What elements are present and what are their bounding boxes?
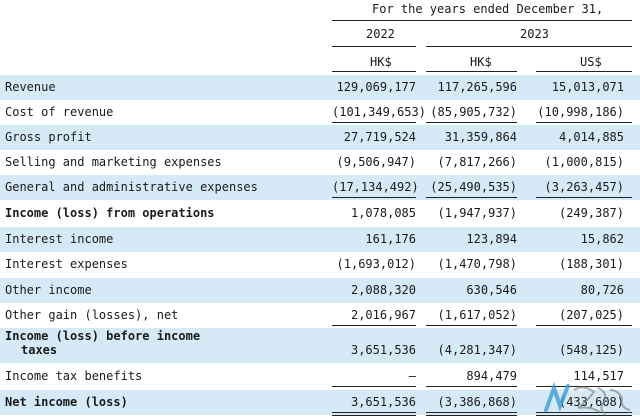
watermark-logo-icon [544, 381, 631, 415]
value-2023-hkd: (25,490,535) [430, 180, 517, 194]
value-2023-usd: (188,301) [558, 257, 624, 271]
value-2023-hkd: 630,546 [466, 283, 517, 297]
table-row: Interest expenses (1,693,012) (1,470,798… [0, 252, 640, 277]
underline [332, 197, 416, 198]
value-2022-hkd: 3,651,536 [350, 343, 416, 357]
table-row: Net income (loss) 3,651,536 (3,386,868) … [0, 390, 640, 415]
row-label: Revenue [5, 80, 56, 94]
value-2023-usd: (433,608) [558, 395, 624, 409]
double-underline [426, 412, 517, 413]
value-2023-hkd: (1,947,937) [437, 206, 517, 220]
row-label: Interest expenses [5, 257, 128, 271]
table-row: Interest income 161,176 123,894 15,862 [0, 227, 640, 252]
row-label: Interest income [5, 232, 114, 246]
header-rule-2022 [332, 46, 416, 47]
value-2023-hkd: (3,386,868) [437, 395, 517, 409]
double-underline [536, 415, 632, 416]
row-label: Other income [5, 283, 92, 297]
value-2022-hkd: (9,506,947) [336, 155, 416, 169]
underline [332, 386, 416, 387]
value-2023-hkd: 123,894 [466, 232, 517, 246]
year-2022: 2022 [366, 27, 395, 41]
value-2023-usd: 80,726 [580, 283, 624, 297]
double-underline [536, 412, 632, 413]
value-2022-hkd: (1,693,012) [336, 257, 416, 271]
double-underline [332, 415, 416, 416]
underline [332, 122, 416, 123]
value-2023-usd: (249,387) [558, 206, 624, 220]
table-row: General and administrative expenses (17,… [0, 175, 640, 200]
row-label: Income (loss) from operations [5, 206, 215, 220]
underline [536, 122, 632, 123]
value-2023-usd: (1,000,815) [544, 155, 624, 169]
period-title: For the years ended December 31, [372, 2, 604, 16]
value-2023-hkd: (1,617,052) [437, 308, 517, 322]
table-row: Other income 2,088,320 630,546 80,726 [0, 278, 640, 303]
value-2022-hkd: (101,349,653) [332, 105, 426, 119]
row-label-line2: taxes [21, 343, 58, 357]
value-2023-usd: (10,998,186) [537, 105, 624, 119]
header-rule-col2 [426, 71, 517, 72]
currency-col1: HK$ [370, 55, 392, 69]
underline [536, 197, 632, 198]
table-row: Income (loss) before income taxes 3,651,… [0, 328, 640, 363]
value-2022-hkd: 1,078,085 [350, 206, 416, 220]
row-label: Selling and marketing expenses [5, 155, 222, 169]
value-2023-hkd: 31,359,864 [444, 130, 517, 144]
value-2022-hkd: 3,651,536 [350, 395, 416, 409]
value-2023-usd: 15,013,071 [551, 80, 624, 94]
value-2022-hkd: 161,176 [365, 232, 416, 246]
value-2022-hkd: 129,069,177 [336, 80, 416, 94]
row-label: Income tax benefits [5, 369, 143, 383]
value-2023-usd: (3,263,457) [544, 180, 624, 194]
currency-col2: HK$ [470, 55, 492, 69]
header-rule-col3 [536, 71, 632, 72]
row-label-line1: Income (loss) before income [5, 329, 201, 343]
double-underline [332, 412, 416, 413]
table-row: Income tax benefits — 894,479 114,517 [0, 364, 640, 389]
value-2022-hkd: (17,134,492) [332, 180, 419, 194]
table-row: Cost of revenue (101,349,653) (85,905,73… [0, 100, 640, 125]
row-label: Net income (loss) [5, 395, 128, 409]
value-2023-usd: 114,517 [573, 369, 624, 383]
value-2023-usd: 15,862 [580, 232, 624, 246]
header-rule-col1 [332, 71, 416, 72]
underline [536, 325, 632, 326]
table-row: Other gain (losses), net 2,016,967 (1,61… [0, 303, 640, 328]
value-2023-hkd: (4,281,347) [437, 343, 517, 357]
value-2022-hkd: 2,016,967 [350, 308, 416, 322]
underline [426, 325, 517, 326]
row-label: Cost of revenue [5, 105, 114, 119]
underline [426, 386, 517, 387]
value-2023-usd: (548,125) [558, 343, 624, 357]
row-label: Income (loss) before income taxes [5, 329, 200, 361]
header-rule-top [332, 20, 632, 21]
header-rule-2023 [426, 46, 632, 47]
table-row: Income (loss) from operations 1,078,085 … [0, 201, 640, 226]
value-2023-hkd: 117,265,596 [437, 80, 517, 94]
value-2022-hkd: — [408, 369, 416, 383]
row-label: Gross profit [5, 130, 92, 144]
table-row: Selling and marketing expenses (9,506,94… [0, 150, 640, 175]
table-row: Gross profit 27,719,524 31,359,864 4,014… [0, 125, 640, 150]
value-2023-hkd: 894,479 [466, 369, 517, 383]
table-row: Revenue 129,069,177 117,265,596 15,013,0… [0, 75, 640, 100]
row-label: General and administrative expenses [5, 180, 258, 194]
value-2023-hkd: (7,817,266) [437, 155, 517, 169]
value-2022-hkd: 2,088,320 [350, 283, 416, 297]
underline [426, 197, 517, 198]
value-2022-hkd: 27,719,524 [343, 130, 416, 144]
value-2023-usd: 4,014,885 [558, 130, 624, 144]
double-underline [426, 415, 517, 416]
underline [426, 122, 517, 123]
value-2023-hkd: (1,470,798) [437, 257, 517, 271]
year-2023: 2023 [520, 27, 549, 41]
value-2023-usd: (207,025) [558, 308, 624, 322]
row-label: Other gain (losses), net [5, 308, 179, 322]
underline [332, 325, 416, 326]
currency-col3: US$ [580, 55, 602, 69]
value-2023-hkd: (85,905,732) [430, 105, 517, 119]
